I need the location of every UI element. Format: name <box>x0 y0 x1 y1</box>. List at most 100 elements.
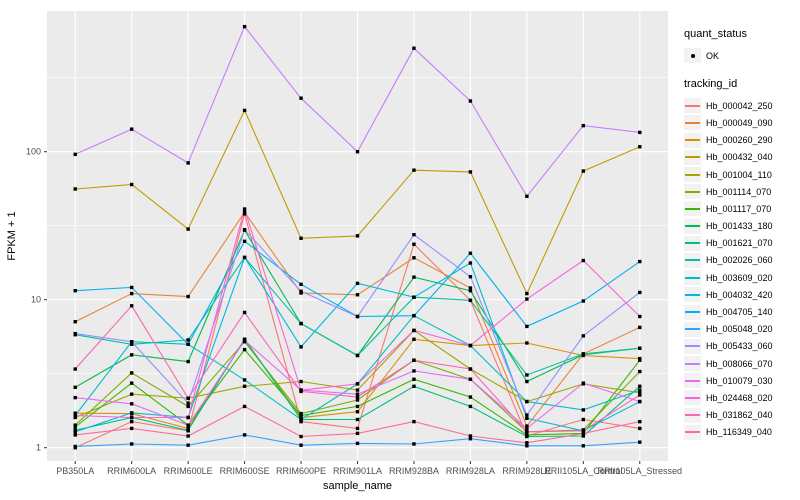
data-point <box>468 395 473 399</box>
color-swatch <box>684 201 701 217</box>
data-point <box>581 444 586 448</box>
x-tick-label: RRII105LA_Stressed <box>597 466 682 476</box>
color-swatch <box>684 373 701 389</box>
data-point <box>299 434 303 439</box>
color-swatch <box>684 321 701 337</box>
legend: quant_status OK tracking_id Hb_000042_25… <box>684 28 800 455</box>
legend-item: Hb_005433_060 <box>684 338 800 355</box>
legend-item: Hb_004705_140 <box>684 303 800 320</box>
color-swatch <box>684 356 701 372</box>
data-point <box>638 391 642 395</box>
legend-item: Hb_008066_070 <box>684 355 800 372</box>
data-point <box>525 341 529 345</box>
data-point <box>412 384 416 388</box>
data-point <box>412 242 416 246</box>
data-point <box>355 234 360 238</box>
data-point <box>299 345 303 349</box>
data-point <box>525 426 529 431</box>
color-swatch <box>684 252 701 268</box>
data-point <box>638 384 642 388</box>
data-point <box>186 227 190 231</box>
x-tick-label: RRIM928LE <box>502 466 551 476</box>
legend-item: Hb_005048_020 <box>684 321 800 338</box>
swatch-line-icon <box>685 362 700 365</box>
data-point <box>581 169 586 173</box>
data-point <box>299 419 303 424</box>
legend-item-label: Hb_001117_070 <box>706 203 772 214</box>
swatch-line-icon <box>685 225 700 228</box>
data-point <box>186 434 190 438</box>
color-swatch <box>684 304 701 320</box>
data-point <box>638 419 642 424</box>
data-point <box>129 381 134 385</box>
data-point <box>129 127 134 131</box>
legend-item-label: Hb_001004_110 <box>706 169 772 180</box>
data-point <box>355 404 360 409</box>
y-tick-label: 100 <box>26 147 41 157</box>
data-point <box>299 411 303 416</box>
legend-item: Hb_001621_070 <box>684 235 800 252</box>
swatch-line-icon <box>685 156 700 159</box>
data-point <box>355 388 360 392</box>
data-point <box>186 161 190 165</box>
swatch-line-icon <box>685 379 700 382</box>
swatch-line-icon <box>685 414 700 417</box>
legend-item-label: Hb_001433_180 <box>706 221 773 232</box>
data-point <box>129 419 134 424</box>
data-point <box>129 342 134 346</box>
data-point <box>73 433 77 437</box>
data-point <box>468 286 473 290</box>
data-point <box>468 261 473 265</box>
color-swatch <box>684 184 701 200</box>
data-point <box>73 395 77 400</box>
data-point <box>525 430 529 434</box>
data-point <box>129 353 134 357</box>
legend-item-label: Hb_000042_250 <box>706 100 773 111</box>
color-swatch <box>684 407 701 423</box>
swatch-line-icon <box>685 396 700 399</box>
color-swatch <box>684 115 701 131</box>
data-point <box>468 251 473 255</box>
color-swatch <box>684 338 701 354</box>
data-point <box>525 297 529 301</box>
data-point <box>638 346 642 350</box>
data-point <box>355 395 360 399</box>
data-point <box>468 170 473 174</box>
data-point <box>186 404 190 409</box>
data-point <box>129 304 134 308</box>
data-point <box>638 358 642 362</box>
data-point <box>581 334 586 338</box>
legend-item-label: Hb_005048_020 <box>706 324 773 335</box>
data-point <box>129 285 134 290</box>
y-tick-label: 1 <box>36 443 41 453</box>
x-axis-title: sample_name <box>323 480 392 492</box>
x-tick-label: RRIM600SE <box>220 466 270 476</box>
data-point <box>129 402 134 406</box>
data-point <box>242 433 247 437</box>
data-point <box>581 258 586 263</box>
legend-item-label: Hb_004032_420 <box>706 289 773 300</box>
data-point <box>525 413 529 417</box>
data-point <box>468 275 473 279</box>
data-point <box>129 411 134 415</box>
data-point <box>638 290 642 295</box>
legend-item-label: Hb_002026_060 <box>706 255 773 266</box>
data-point <box>468 437 473 441</box>
data-point <box>412 313 416 318</box>
swatch-line-icon <box>685 207 700 210</box>
legend-tracking-items: Hb_000042_250 Hb_000049_090 Hb_000260_290 H… <box>684 97 800 441</box>
data-point <box>186 342 190 346</box>
legend-item: Hb_004032_420 <box>684 286 800 303</box>
data-point <box>638 440 642 444</box>
data-point <box>581 381 586 385</box>
swatch-line-icon <box>685 139 700 142</box>
data-point <box>129 182 134 187</box>
color-swatch <box>684 235 701 251</box>
legend-item: Hb_001004_110 <box>684 166 800 183</box>
data-point <box>468 367 473 371</box>
data-point <box>525 291 529 296</box>
data-point <box>299 96 303 100</box>
data-point <box>468 434 473 438</box>
x-tick-label: RRIM928BA <box>389 466 439 476</box>
data-point <box>73 411 77 415</box>
